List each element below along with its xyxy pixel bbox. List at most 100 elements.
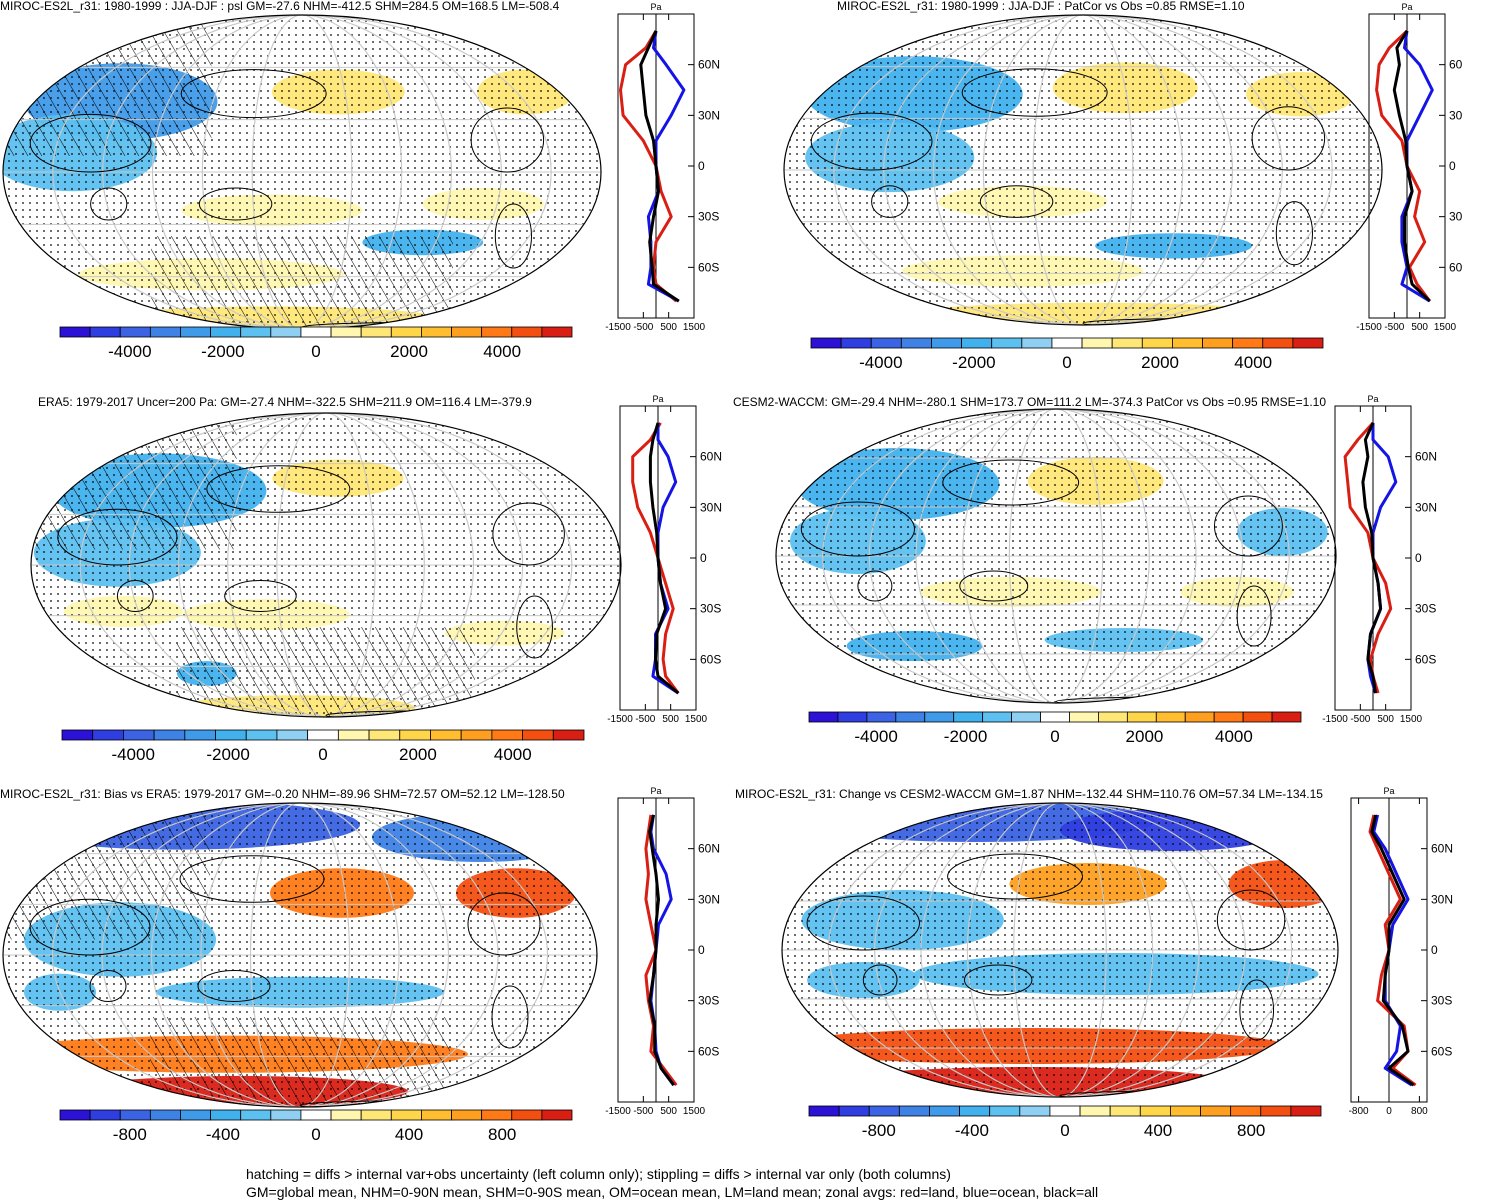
zonal-lat-label: 30N bbox=[1431, 892, 1453, 906]
panel-title: CESM2-WACCM: GM=-29.4 NHM=-280.1 SHM=173… bbox=[733, 395, 1327, 409]
graticule-meridian bbox=[52, 15, 552, 329]
colorbar-swatch bbox=[838, 1105, 870, 1117]
zonal-lat-label: 60N bbox=[1415, 450, 1437, 464]
colorbar-swatch bbox=[59, 326, 91, 338]
zonal-unit-label: Pa bbox=[652, 394, 663, 404]
panel-title: MIROC-ES2L_r31: Change vs CESM2-WACCM GM… bbox=[735, 787, 1323, 801]
colorbar-swatch bbox=[959, 1105, 991, 1117]
colorbar-swatch bbox=[837, 711, 868, 723]
coastline bbox=[467, 892, 541, 956]
colorbar-tick-label: 0 bbox=[311, 342, 320, 361]
colorbar-swatch bbox=[931, 337, 962, 349]
colorbar-swatch bbox=[1021, 337, 1053, 349]
map-field bbox=[782, 803, 1338, 1097]
colorbar-swatch bbox=[1292, 337, 1324, 349]
colorbar-swatch bbox=[895, 711, 926, 723]
colorbar-swatch bbox=[330, 326, 362, 338]
zonal-x-label: -1500 bbox=[605, 1106, 631, 1117]
colorbar-swatch bbox=[929, 1105, 960, 1117]
coastline bbox=[942, 459, 1080, 506]
zonal-x-label: -1500 bbox=[1322, 714, 1348, 725]
colorbar-swatch bbox=[180, 1109, 211, 1121]
zonal-lat-label: 60S bbox=[700, 652, 721, 666]
hatching bbox=[151, 236, 453, 329]
graticule-meridian bbox=[276, 413, 376, 717]
colorbar-swatch bbox=[360, 1109, 392, 1121]
colorbar-swatch bbox=[300, 326, 332, 338]
zonal-unit-label: Pa bbox=[1401, 2, 1412, 12]
colorbar-tick-label: 0 bbox=[1062, 353, 1071, 372]
colorbar-swatch bbox=[1170, 1105, 1201, 1117]
coastline bbox=[90, 187, 128, 221]
zonal-x-label: 0 bbox=[1386, 1106, 1392, 1117]
coastline bbox=[516, 595, 553, 659]
graticule-meridian bbox=[1013, 803, 1107, 1097]
colorbar-swatch bbox=[1200, 1105, 1232, 1117]
colorbar-tick-label: 800 bbox=[1237, 1121, 1265, 1140]
colorbar-swatch bbox=[119, 326, 151, 338]
zonal-lat-label: 30S bbox=[1415, 602, 1436, 616]
graticule-meridian bbox=[827, 803, 1293, 1097]
zonal-x-label: -1500 bbox=[605, 322, 631, 333]
colorbar-swatch bbox=[1232, 337, 1264, 349]
zonal-mean-plot: Pa 60N 30N 0 30S 60S -800 0 800 bbox=[1349, 786, 1453, 1117]
panel-title: MIROC-ES2L_r31: Bias vs ERA5: 1979-2017 … bbox=[0, 787, 565, 801]
coastline bbox=[871, 185, 909, 218]
map-field bbox=[784, 15, 1382, 325]
panel-5: MIROC-ES2L_r31: Bias vs ERA5: 1979-2017 … bbox=[0, 784, 747, 1154]
colorbar-swatch bbox=[1172, 337, 1203, 349]
colorbar-tick-label: 0 bbox=[1060, 1121, 1069, 1140]
colorbar-swatch bbox=[1139, 1105, 1171, 1117]
colorbar-tick-label: 4000 bbox=[1234, 353, 1272, 372]
colorbar-swatch bbox=[1081, 337, 1113, 349]
zonal-x-label: 500 bbox=[662, 714, 679, 725]
colorbar-swatch bbox=[180, 326, 211, 338]
zonal-unit-label: Pa bbox=[650, 786, 661, 796]
hatching bbox=[150, 1017, 450, 1107]
graticule-meridian bbox=[833, 15, 1333, 325]
zonal-lat-label: 30N bbox=[700, 500, 722, 514]
colorbar-tick-label: -4000 bbox=[859, 353, 902, 372]
colorbar-swatch bbox=[1184, 711, 1215, 723]
map-field bbox=[3, 15, 601, 329]
map-border bbox=[783, 14, 1383, 326]
zonal-x-label: 1500 bbox=[1400, 714, 1423, 725]
colorbar-swatch bbox=[451, 326, 483, 338]
zonal-lat-label: 60S bbox=[698, 260, 719, 274]
footnote-line-2: GM=global mean, NHM=0-90N mean, SHM=0-90… bbox=[246, 1184, 1099, 1200]
zonal-lat-label: 60 bbox=[1449, 58, 1463, 72]
map-border bbox=[781, 802, 1339, 1098]
graticule-meridian bbox=[1008, 409, 1104, 703]
coastline bbox=[197, 970, 271, 1002]
colorbar-swatch bbox=[1290, 1105, 1322, 1117]
colorbar-swatch bbox=[1051, 337, 1083, 349]
colorbar-swatch bbox=[989, 1105, 1021, 1117]
colorbar: -4000 -2000 0 2000 4000 bbox=[61, 729, 585, 764]
zonal-x-label: 800 bbox=[1411, 1106, 1428, 1117]
colorbar-swatch bbox=[460, 729, 493, 741]
colorbar-tick-label: 0 bbox=[318, 745, 327, 764]
zonal-lat-label: 30N bbox=[698, 108, 720, 122]
zonal-lat-label: 60N bbox=[1431, 842, 1453, 856]
map-border bbox=[775, 408, 1337, 704]
colorbar-swatch bbox=[511, 1109, 543, 1121]
coastline bbox=[470, 107, 545, 173]
colorbar-swatch bbox=[868, 1105, 900, 1117]
colorbar-swatch bbox=[270, 1109, 302, 1121]
zonal-lat-label: 30 bbox=[1449, 108, 1463, 122]
zonal-x-label: -500 bbox=[635, 714, 655, 725]
graticule-meridian bbox=[933, 15, 1233, 325]
zonal-all-line bbox=[1361, 422, 1383, 694]
colorbar-tick-label: 800 bbox=[488, 1125, 516, 1144]
coastline bbox=[810, 112, 933, 171]
panel-title: ERA5: 1979-2017 Uncer=200 Pa: GM=-27.4 N… bbox=[38, 395, 532, 409]
colorbar-swatch bbox=[430, 729, 462, 741]
colorbar-tick-label: 2000 bbox=[1126, 727, 1164, 746]
colorbar-swatch bbox=[541, 326, 573, 338]
zonal-x-label: -500 bbox=[1384, 322, 1404, 333]
colorbar-swatch bbox=[1040, 711, 1070, 723]
colorbar-swatch bbox=[541, 1109, 573, 1121]
zonal-x-label: -500 bbox=[633, 1106, 653, 1117]
colorbar-swatch bbox=[552, 729, 585, 741]
coastline bbox=[494, 203, 533, 269]
